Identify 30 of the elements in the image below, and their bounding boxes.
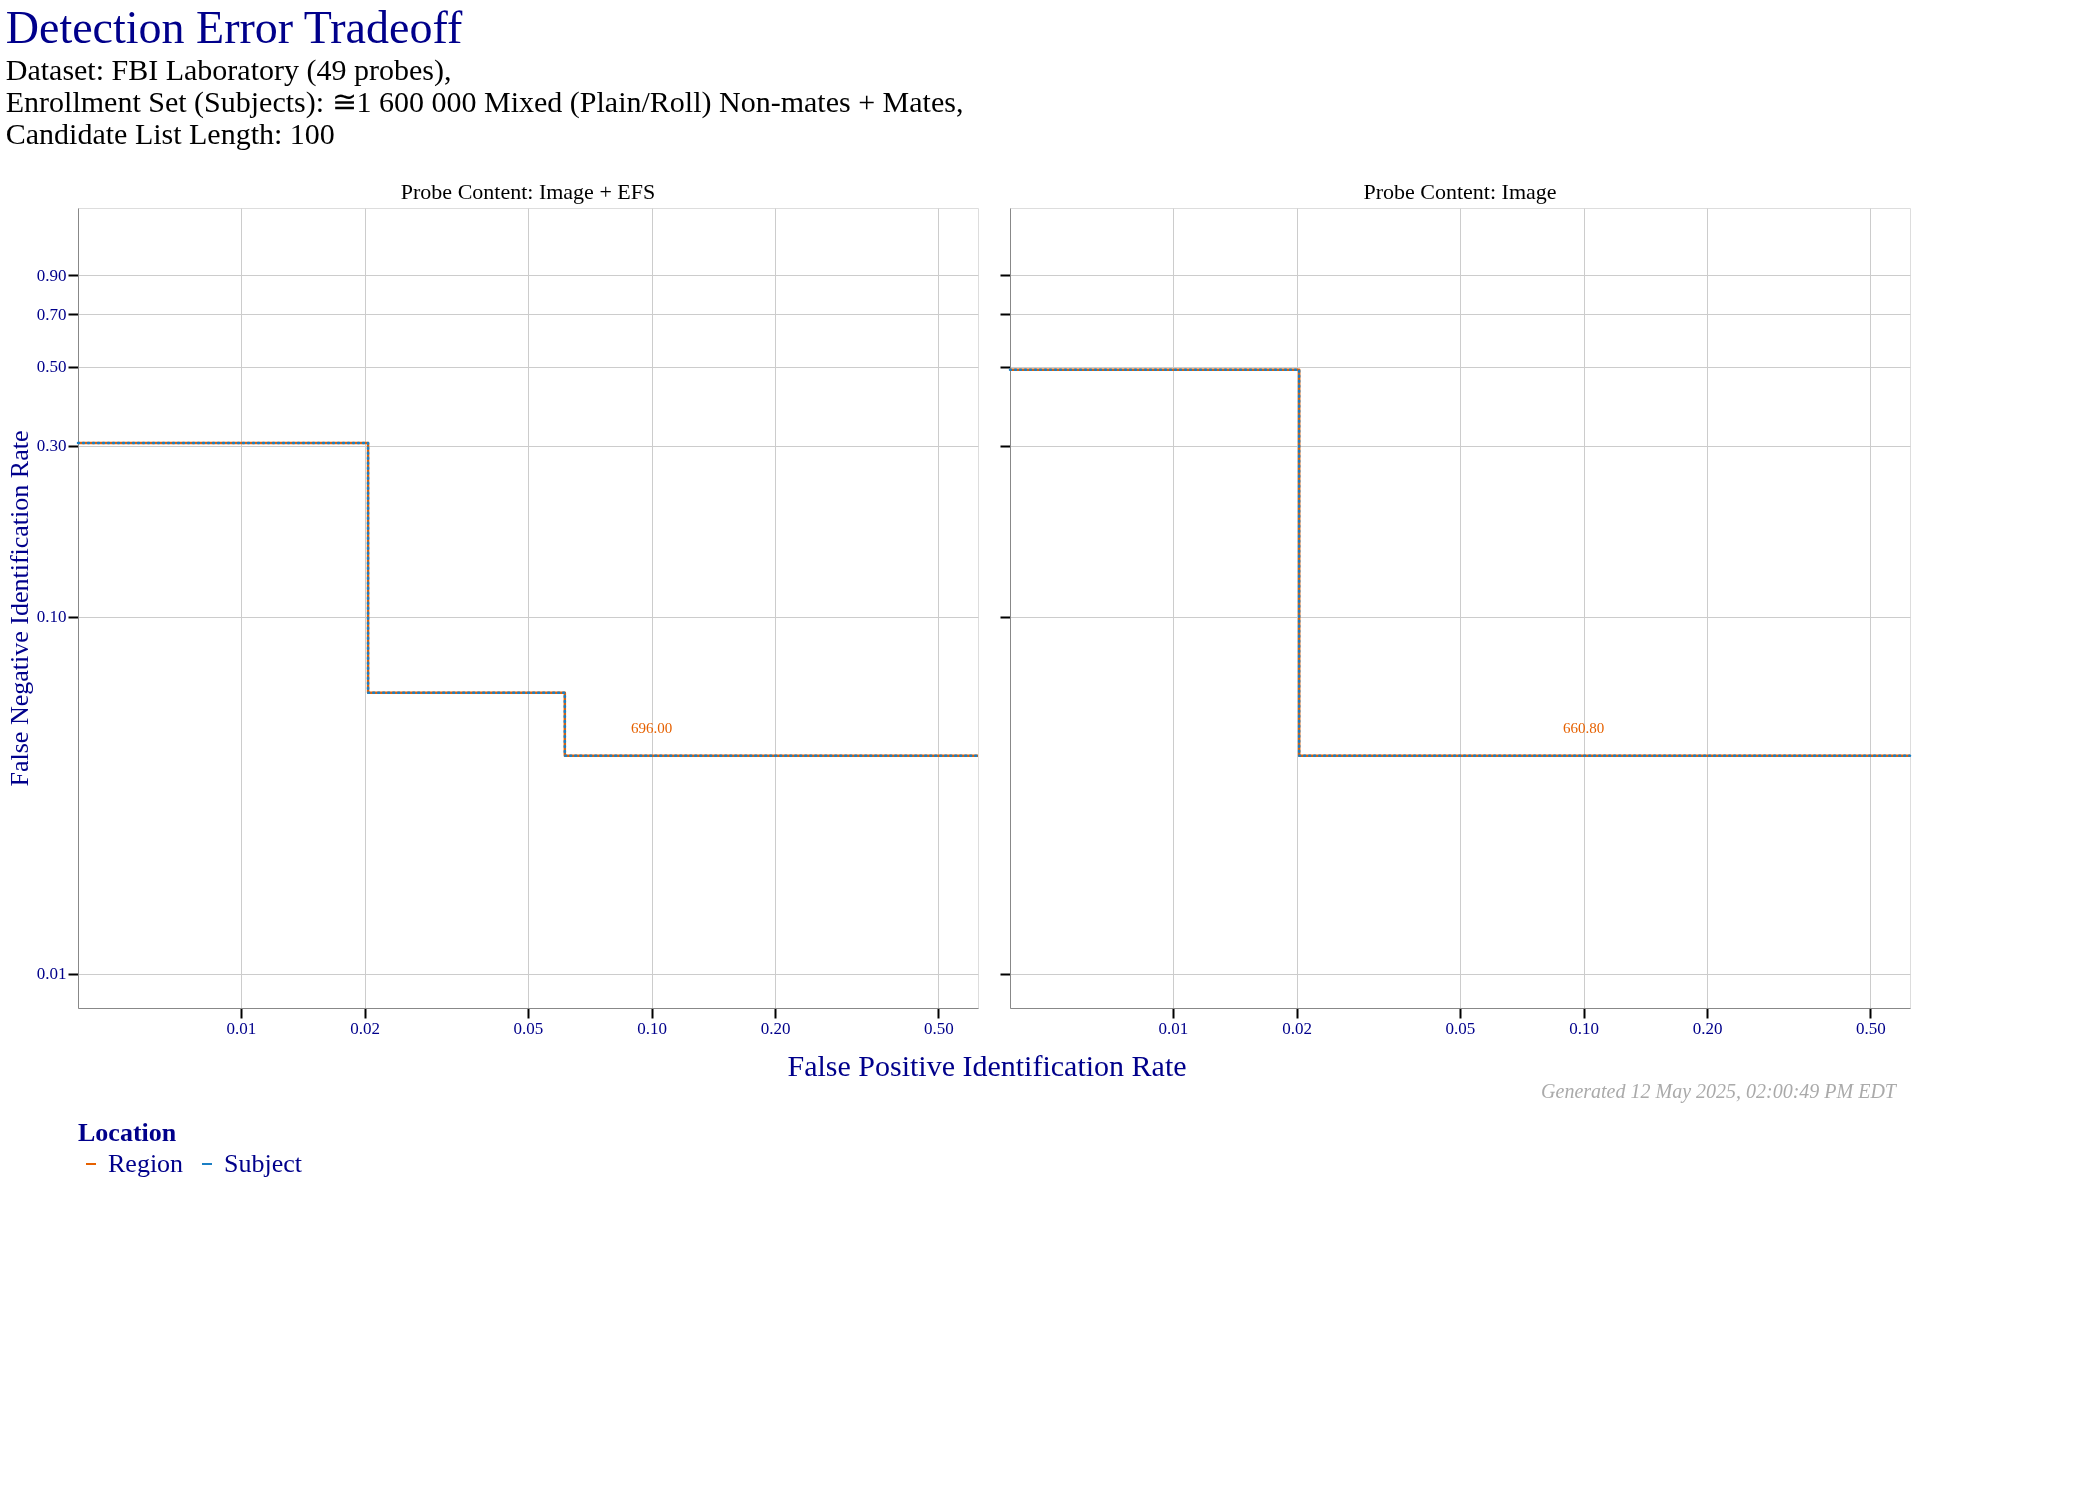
x-tick-label: 0.20 [760,1018,791,1038]
y-tick-label: 0.01 [36,964,67,984]
x-tick-label: 0.50 [924,1018,954,1038]
legend-label: Region [108,1149,184,1178]
text: Generated 12 May 2025, 02:00:49 PM EDT [1541,1080,1898,1103]
legend-label: Subject [224,1149,303,1178]
x-tick-label: 0.05 [513,1018,544,1038]
y-tick-label: 0.70 [36,304,67,324]
annotation: 696.00 [630,719,673,736]
x-tick-label: 0.01 [226,1018,257,1038]
x-tick-label: 0.02 [1282,1018,1312,1038]
y-tick-label: 0.90 [36,265,67,285]
chart-title: Detection Error Tradeoff [5,1,463,53]
x-tick-label: 0.50 [1856,1018,1886,1038]
x-tick-label: 0.02 [350,1018,380,1038]
legend-title: Location [78,1118,177,1147]
text: Probe Content: Image [1363,179,1557,204]
x-tick-label: 0.10 [637,1018,667,1038]
y-tick-label: 0.30 [36,436,67,456]
x-tick-label: 0.01 [1158,1018,1189,1038]
y-tick-label: 0.50 [36,357,67,377]
x-axis-title: False Positive Identification Rate [787,1049,1187,1082]
x-tick-label: 0.20 [1692,1018,1723,1038]
text: Probe Content: Image + EFS [400,179,656,204]
x-tick-label: 0.10 [1569,1018,1599,1038]
annotation: 660.80 [1562,719,1605,736]
y-tick-label: 0.10 [36,607,67,627]
text: Dataset: FBI Laboratory (49 probes), [5,52,452,86]
y-axis-title: False Negative Identification Rate [4,430,34,787]
x-tick-label: 0.05 [1445,1018,1476,1038]
